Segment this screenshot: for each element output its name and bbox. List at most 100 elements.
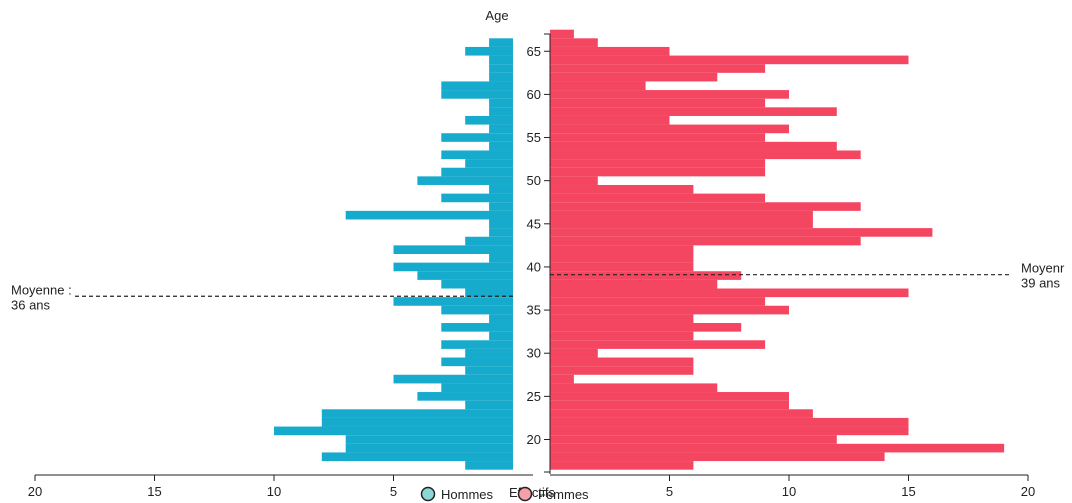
mean-value-right: 39 ans bbox=[1021, 276, 1061, 291]
bar-femmes-age-43 bbox=[550, 236, 861, 246]
bar-hommes-age-36 bbox=[393, 297, 513, 306]
x-tick-label-right-20: 20 bbox=[1021, 484, 1035, 499]
bar-hommes-age-59 bbox=[489, 98, 513, 108]
bar-hommes-age-39 bbox=[417, 271, 513, 280]
bar-femmes-age-62 bbox=[550, 72, 718, 82]
bar-femmes-age-36 bbox=[550, 297, 766, 306]
bar-hommes-age-58 bbox=[489, 107, 513, 116]
bar-femmes-age-20 bbox=[550, 435, 837, 444]
bar-femmes-age-23 bbox=[550, 409, 813, 418]
x-tick-label-left-10: 10 bbox=[267, 484, 281, 499]
mean-label-right: Moyenr bbox=[1021, 261, 1065, 276]
bar-femmes-age-66 bbox=[550, 38, 598, 47]
age-tick-label-40: 40 bbox=[527, 259, 541, 274]
bar-femmes-age-64 bbox=[550, 55, 909, 65]
legend[interactable]: Hommes Femmes bbox=[420, 486, 590, 502]
mean-value-left: 36 ans bbox=[11, 297, 51, 312]
bar-hommes-age-19 bbox=[345, 443, 513, 453]
bar-femmes-age-53 bbox=[550, 150, 861, 160]
bar-hommes-age-44 bbox=[489, 228, 513, 237]
bar-femmes-age-26 bbox=[550, 383, 718, 393]
bar-femmes-age-50 bbox=[550, 176, 598, 185]
bar-hommes-age-34 bbox=[489, 314, 513, 324]
bar-hommes-age-28 bbox=[465, 366, 513, 375]
age-tick-label-65: 65 bbox=[527, 44, 541, 59]
bar-femmes-age-35 bbox=[550, 305, 789, 315]
bar-femmes-age-19 bbox=[550, 443, 1005, 453]
legend-label-hommes[interactable]: Hommes bbox=[441, 487, 494, 502]
bar-femmes-age-22 bbox=[550, 417, 909, 427]
bar-hommes-age-66 bbox=[489, 38, 513, 47]
bar-hommes-age-31 bbox=[441, 340, 513, 349]
femmes-bars bbox=[550, 29, 1005, 470]
bar-hommes-age-52 bbox=[465, 159, 513, 168]
bar-hommes-age-22 bbox=[321, 417, 513, 427]
bar-femmes-age-25 bbox=[550, 392, 789, 401]
bar-femmes-age-27 bbox=[550, 374, 574, 384]
bar-femmes-age-58 bbox=[550, 107, 837, 116]
bar-femmes-age-63 bbox=[550, 64, 766, 73]
bar-hommes-age-41 bbox=[489, 254, 513, 263]
bar-femmes-age-29 bbox=[550, 357, 694, 367]
bar-hommes-age-23 bbox=[321, 409, 513, 418]
hommes-bars bbox=[274, 38, 513, 470]
bar-hommes-age-65 bbox=[465, 46, 513, 56]
bar-hommes-age-33 bbox=[441, 323, 513, 332]
bar-hommes-age-20 bbox=[345, 435, 513, 444]
bar-hommes-age-55 bbox=[441, 133, 513, 142]
bar-femmes-age-56 bbox=[550, 124, 789, 134]
bar-femmes-age-41 bbox=[550, 254, 694, 263]
bar-hommes-age-32 bbox=[489, 331, 513, 341]
bar-hommes-age-43 bbox=[465, 236, 513, 246]
bar-hommes-age-26 bbox=[441, 383, 513, 393]
bar-femmes-age-65 bbox=[550, 46, 670, 56]
bar-hommes-age-62 bbox=[489, 72, 513, 82]
bar-femmes-age-60 bbox=[550, 90, 789, 99]
bar-femmes-age-48 bbox=[550, 193, 766, 203]
legend-swatch-femmes[interactable] bbox=[517, 486, 533, 502]
bar-hommes-age-35 bbox=[441, 305, 513, 315]
bar-hommes-age-56 bbox=[489, 124, 513, 134]
x-tick-label-left-20: 20 bbox=[28, 484, 42, 499]
x-tick-label-right-5: 5 bbox=[666, 484, 673, 499]
x-tick-label-left-5: 5 bbox=[390, 484, 397, 499]
bar-femmes-age-67 bbox=[550, 29, 574, 39]
bar-hommes-age-49 bbox=[489, 184, 513, 194]
bar-hommes-age-38 bbox=[441, 279, 513, 289]
bar-femmes-age-32 bbox=[550, 331, 694, 341]
bar-hommes-age-30 bbox=[465, 348, 513, 358]
bar-hommes-age-29 bbox=[441, 357, 513, 367]
bar-femmes-age-31 bbox=[550, 340, 766, 349]
age-axis: 20 25 30 35 40 45 50 55 60 65 bbox=[527, 33, 551, 474]
y-axis-title: Age bbox=[485, 8, 508, 23]
bar-hommes-age-63 bbox=[489, 64, 513, 73]
legend-label-femmes[interactable]: Femmes bbox=[538, 487, 589, 502]
x-tick-label-right-15: 15 bbox=[901, 484, 915, 499]
bar-hommes-age-21 bbox=[274, 426, 513, 436]
bar-hommes-age-24 bbox=[465, 400, 513, 410]
legend-swatch-hommes[interactable] bbox=[420, 486, 436, 502]
x-tick-label-left-15: 15 bbox=[147, 484, 161, 499]
age-tick-label-30: 30 bbox=[527, 346, 541, 361]
bar-femmes-age-18 bbox=[550, 452, 885, 462]
bar-hommes-age-47 bbox=[489, 202, 513, 211]
age-tick-label-20: 20 bbox=[527, 432, 541, 447]
bar-femmes-age-51 bbox=[550, 167, 766, 177]
bar-hommes-age-53 bbox=[441, 150, 513, 160]
mean-label-left: Moyenne : bbox=[11, 282, 72, 297]
bar-hommes-age-45 bbox=[489, 219, 513, 229]
bar-femmes-age-38 bbox=[550, 279, 718, 289]
bar-femmes-age-55 bbox=[550, 133, 766, 142]
bar-hommes-age-46 bbox=[345, 210, 513, 220]
bar-hommes-age-25 bbox=[417, 392, 513, 401]
bar-femmes-age-34 bbox=[550, 314, 694, 324]
bar-hommes-age-54 bbox=[489, 141, 513, 151]
bar-femmes-age-21 bbox=[550, 426, 909, 436]
bar-femmes-age-47 bbox=[550, 202, 861, 211]
bar-femmes-age-30 bbox=[550, 348, 598, 358]
bar-hommes-age-61 bbox=[441, 81, 513, 91]
bar-femmes-age-59 bbox=[550, 98, 766, 108]
x-tick-label-right-10: 10 bbox=[782, 484, 796, 499]
